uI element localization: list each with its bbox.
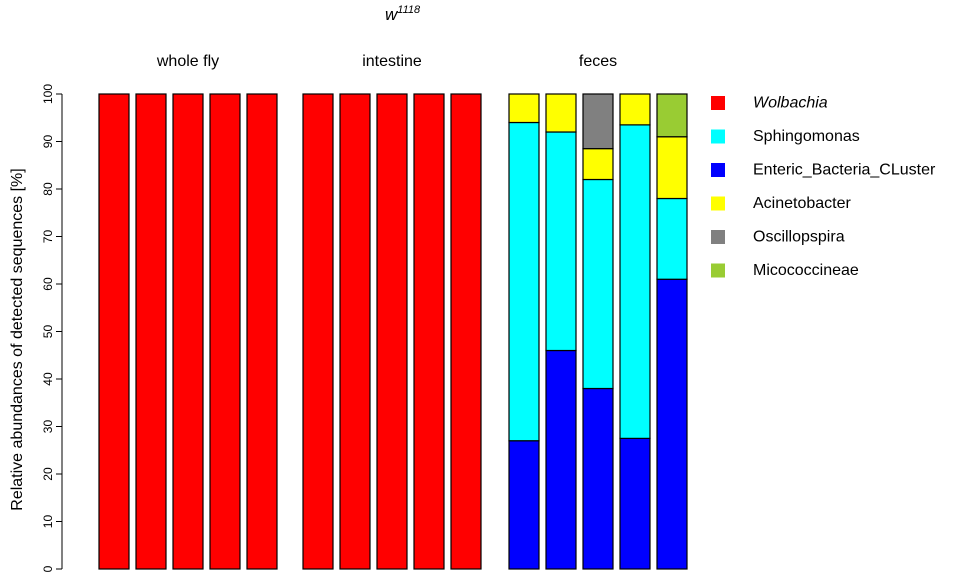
y-tick-label: 30 [41,420,55,434]
bar-segment-sphingomonas [656,197,688,280]
legend-swatch [711,230,725,244]
legend-swatch [711,96,725,110]
y-tick-label: 100 [41,84,55,104]
bar-segment-wolbachia [172,93,204,570]
y-tick-label: 0 [41,565,55,572]
group-labels: whole fly intestine feces [156,53,617,70]
bar-segment-acinetobacter [545,93,577,133]
y-tick-label: 20 [41,467,55,481]
y-tick-label: 80 [41,182,55,196]
legend: Wolbachia Sphingomonas Enteric_Bacteria_CL… [711,95,936,279]
bar-segment-enteric-bacteria-cluster [619,437,651,570]
legend-label: Sphingomonas [753,128,860,145]
chart-title-base: w [385,5,399,24]
bar-segment-acinetobacter [582,148,614,181]
legend-swatch [711,263,725,278]
bar-segment-enteric-bacteria-cluster [656,278,688,570]
bar-segment-sphingomonas [582,178,614,390]
group-label: whole fly [156,53,219,70]
y-tick-label: 90 [41,135,55,149]
bar-segment-oscillopspira [582,93,614,150]
legend-label: Enteric_Bacteria_CLuster [753,162,936,179]
group-label: feces [579,53,617,70]
group-label: intestine [362,53,422,70]
bar-segment-sphingomonas [619,124,651,439]
bar-segment-acinetobacter [619,93,651,126]
bar-segment-wolbachia [98,93,130,570]
legend-label: Oscillopspira [753,229,845,246]
bar-segment-enteric-bacteria-cluster [545,349,577,570]
y-tick-label: 10 [41,515,55,529]
bar-segment-sphingomonas [545,131,577,352]
bar-segment-wolbachia [209,93,241,570]
chart-title: w1118 [385,4,421,24]
y-tick-label: 60 [41,277,55,291]
y-tick-label: 70 [41,230,55,244]
bar-segment-sphingomonas [508,121,540,442]
chart-title-text: w1118 [385,4,421,24]
y-tick-label: 50 [41,325,55,339]
legend-swatch [711,196,725,211]
bar-segment-enteric-bacteria-cluster [508,440,540,570]
legend-swatch [711,163,725,177]
bar-segment-wolbachia [450,93,482,570]
bar-segment-wolbachia [413,93,445,570]
bar-segment-micococcineae [656,93,688,138]
bar-segment-wolbachia [339,93,371,570]
bar-segment-wolbachia [302,93,334,570]
legend-label: Acinetobacter [753,195,852,212]
bar-segment-acinetobacter [656,136,688,200]
bar-segment-acinetobacter [508,93,540,124]
chart-title-superscript: 1118 [397,4,421,16]
bar-segment-wolbachia [376,93,408,570]
bars [98,93,688,570]
bar-segment-wolbachia [135,93,167,570]
y-axis-label: Relative abundances of detected sequence… [9,168,26,510]
bar-segment-enteric-bacteria-cluster [582,387,614,570]
legend-swatch [711,129,725,144]
y-axis: 0 10 20 30 40 50 60 70 80 90 100 Relative abundance… [9,84,63,572]
bar-segment-wolbachia [246,93,278,570]
y-tick-label: 40 [41,372,55,386]
legend-label: Wolbachia [753,95,828,112]
legend-label: Micococcineae [753,262,859,279]
